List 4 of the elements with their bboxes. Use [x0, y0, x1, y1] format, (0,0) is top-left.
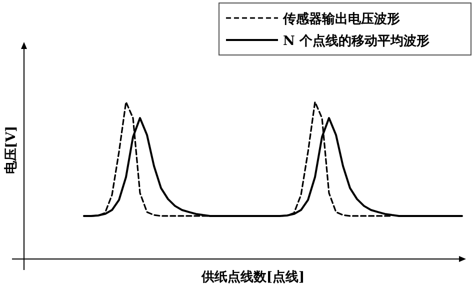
legend-label: 传感器输出电压波形: [282, 11, 400, 27]
legend-label: N 个点线的移动平均波形: [283, 33, 430, 49]
y-axis-title: 电压[V]: [4, 126, 19, 174]
x-axis-title: 供纸点线数[点线]: [200, 269, 305, 285]
